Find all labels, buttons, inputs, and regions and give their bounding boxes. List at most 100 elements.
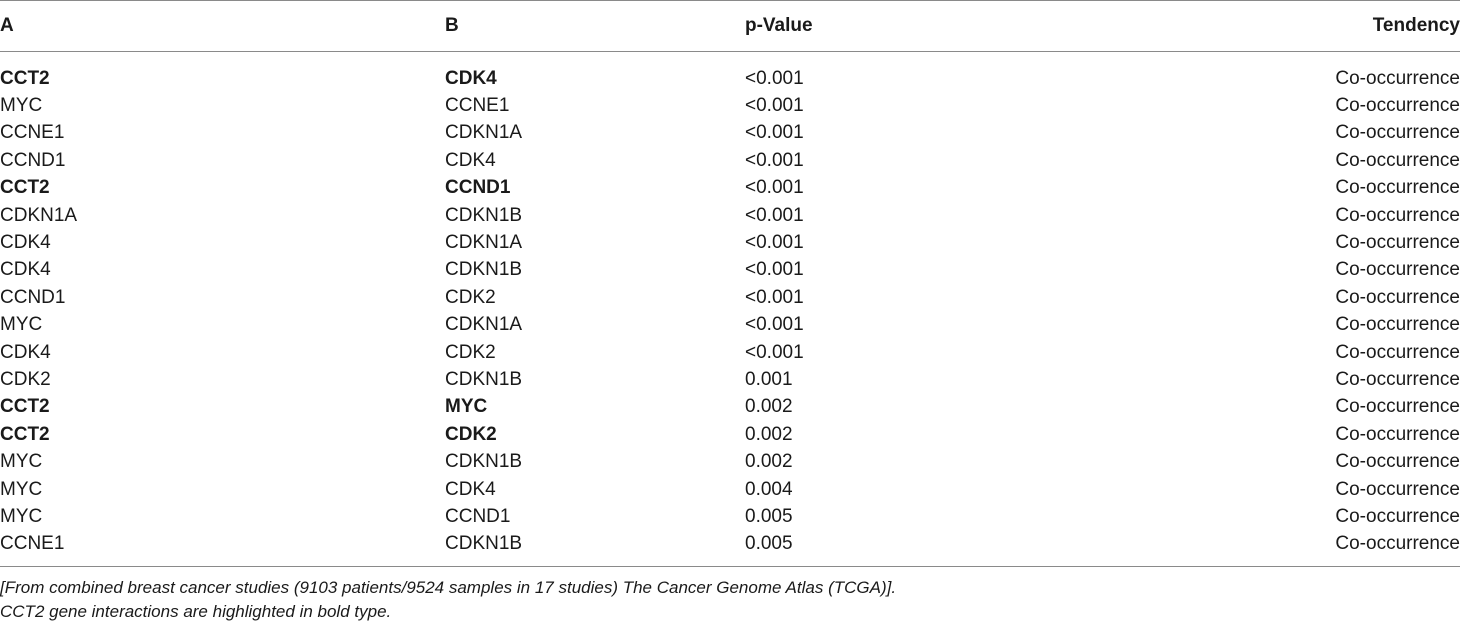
table-row: CCNE1 CDKN1B 0.005 Co-occurrence [0, 531, 1460, 558]
table-row: MYC CDK4 0.004 Co-occurrence [0, 476, 1460, 503]
table-header-rule [0, 51, 1460, 52]
header-tendency: Tendency [1372, 15, 1460, 36]
cell-tendency: Co-occurrence [1335, 204, 1460, 226]
cell-p-value: <0.001 [745, 232, 804, 254]
cell-p-value: <0.001 [745, 341, 804, 363]
cell-p-value: 0.005 [745, 533, 793, 555]
cell-p-value: <0.001 [745, 286, 804, 308]
cell-gene-b: CDK2 [445, 286, 496, 308]
table-row: MYC CCND1 0.005 Co-occurrence [0, 503, 1460, 530]
cell-gene-a: CDK2 [0, 368, 51, 390]
cell-tendency: Co-occurrence [1335, 314, 1460, 336]
table-row: CDK2 CDKN1B 0.001 Co-occurrence [0, 366, 1460, 393]
co-occurrence-table: A B p-Value Tendency CCT2 CDK4 <0.001 Co-oc… [0, 0, 1460, 558]
cell-tendency: Co-occurrence [1335, 122, 1460, 144]
cell-tendency: Co-occurrence [1335, 451, 1460, 473]
cell-p-value: 0.001 [745, 368, 793, 390]
cell-tendency: Co-occurrence [1335, 232, 1460, 254]
table-row: CCT2 CCND1 <0.001 Co-occurrence [0, 175, 1460, 202]
cell-p-value: 0.002 [745, 396, 793, 418]
cell-gene-a: CCT2 [0, 67, 50, 89]
cell-gene-b: MYC [445, 396, 488, 418]
cell-gene-b: CDKN1B [445, 451, 523, 473]
cell-gene-a: MYC [0, 505, 43, 527]
cell-gene-b: CDKN1A [445, 314, 523, 336]
cell-gene-a: CCND1 [0, 149, 66, 171]
cell-gene-b: CDKN1A [445, 122, 523, 144]
cell-tendency: Co-occurrence [1335, 396, 1460, 418]
cell-gene-a: CDK4 [0, 259, 51, 281]
cell-tendency: Co-occurrence [1335, 368, 1460, 390]
cell-tendency: Co-occurrence [1335, 478, 1460, 500]
cell-p-value: <0.001 [745, 314, 804, 336]
table-top-rule [0, 0, 1460, 1]
cell-gene-a: CCNE1 [0, 533, 65, 555]
cell-gene-b: CDKN1B [445, 533, 523, 555]
table-row: CCT2 CDK4 <0.001 Co-occurrence [0, 52, 1460, 92]
cell-gene-b: CDKN1B [445, 204, 523, 226]
header-b: B [445, 15, 459, 36]
table-row: MYC CDKN1A <0.001 Co-occurrence [0, 312, 1460, 339]
cell-gene-b: CDK2 [445, 423, 497, 445]
footnote-source: [From combined breast cancer studies (91… [0, 578, 897, 597]
cell-gene-b: CDK4 [445, 478, 496, 500]
table-row: CDK4 CDKN1B <0.001 Co-occurrence [0, 257, 1460, 284]
cell-tendency: Co-occurrence [1335, 533, 1460, 555]
cell-tendency: Co-occurrence [1335, 95, 1460, 117]
cell-tendency: Co-occurrence [1335, 67, 1460, 89]
cell-gene-b: CCND1 [445, 177, 511, 199]
header-p-value: p-Value [745, 15, 813, 36]
table-row: MYC CDKN1B 0.002 Co-occurrence [0, 448, 1460, 475]
cell-gene-b: CDKN1B [445, 259, 523, 281]
cell-tendency: Co-occurrence [1335, 286, 1460, 308]
table-header-row: A B p-Value Tendency [0, 0, 1460, 52]
cell-gene-a: CCND1 [0, 286, 66, 308]
cell-gene-b: CDK4 [445, 67, 497, 89]
table-row: CCND1 CDK4 <0.001 Co-occurrence [0, 147, 1460, 174]
cell-gene-a: CDK4 [0, 232, 51, 254]
cell-p-value: <0.001 [745, 95, 804, 117]
table-row: MYC CCNE1 <0.001 Co-occurrence [0, 92, 1460, 119]
cell-gene-a: CCT2 [0, 177, 50, 199]
header-a: A [0, 15, 14, 36]
cell-gene-a: CDK4 [0, 341, 51, 363]
footnote-bold-note: CCT2 gene interactions are highlighted i… [0, 602, 392, 621]
table-row: CDKN1A CDKN1B <0.001 Co-occurrence [0, 202, 1460, 229]
table-bottom-rule [0, 566, 1460, 567]
cell-gene-b: CDK2 [445, 341, 496, 363]
table-row: CCNE1 CDKN1A <0.001 Co-occurrence [0, 120, 1460, 147]
table-row: CDK4 CDK2 <0.001 Co-occurrence [0, 339, 1460, 366]
cell-gene-a: MYC [0, 314, 43, 336]
cell-gene-a: MYC [0, 95, 43, 117]
table-body: CCT2 CDK4 <0.001 Co-occurrence MYC CCNE1 <0.00… [0, 52, 1460, 558]
cell-p-value: 0.002 [745, 451, 793, 473]
cell-p-value: <0.001 [745, 177, 804, 199]
table-row: CCT2 CDK2 0.002 Co-occurrence [0, 421, 1460, 448]
cell-tendency: Co-occurrence [1335, 149, 1460, 171]
cell-tendency: Co-occurrence [1335, 505, 1460, 527]
cell-tendency: Co-occurrence [1335, 259, 1460, 281]
table-row: CDK4 CDKN1A <0.001 Co-occurrence [0, 229, 1460, 256]
cell-gene-a: MYC [0, 478, 43, 500]
cell-gene-b: CDKN1A [445, 232, 523, 254]
cell-p-value: <0.001 [745, 67, 804, 89]
cell-p-value: <0.001 [745, 259, 804, 281]
cell-gene-b: CDKN1B [445, 368, 523, 390]
cell-p-value: <0.001 [745, 122, 804, 144]
cell-tendency: Co-occurrence [1335, 423, 1460, 445]
cell-tendency: Co-occurrence [1335, 177, 1460, 199]
cell-p-value: 0.005 [745, 505, 793, 527]
cell-p-value: <0.001 [745, 204, 804, 226]
cell-gene-a: CCT2 [0, 396, 50, 418]
cell-gene-b: CDK4 [445, 149, 496, 171]
cell-gene-a: CDKN1A [0, 204, 78, 226]
table-row: CCT2 MYC 0.002 Co-occurrence [0, 394, 1460, 421]
cell-p-value: <0.001 [745, 149, 804, 171]
cell-gene-a: MYC [0, 451, 43, 473]
cell-gene-b: CCND1 [445, 505, 511, 527]
cell-tendency: Co-occurrence [1335, 341, 1460, 363]
cell-p-value: 0.004 [745, 478, 793, 500]
cell-p-value: 0.002 [745, 423, 793, 445]
cell-gene-a: CCNE1 [0, 122, 65, 144]
table-row: CCND1 CDK2 <0.001 Co-occurrence [0, 284, 1460, 311]
